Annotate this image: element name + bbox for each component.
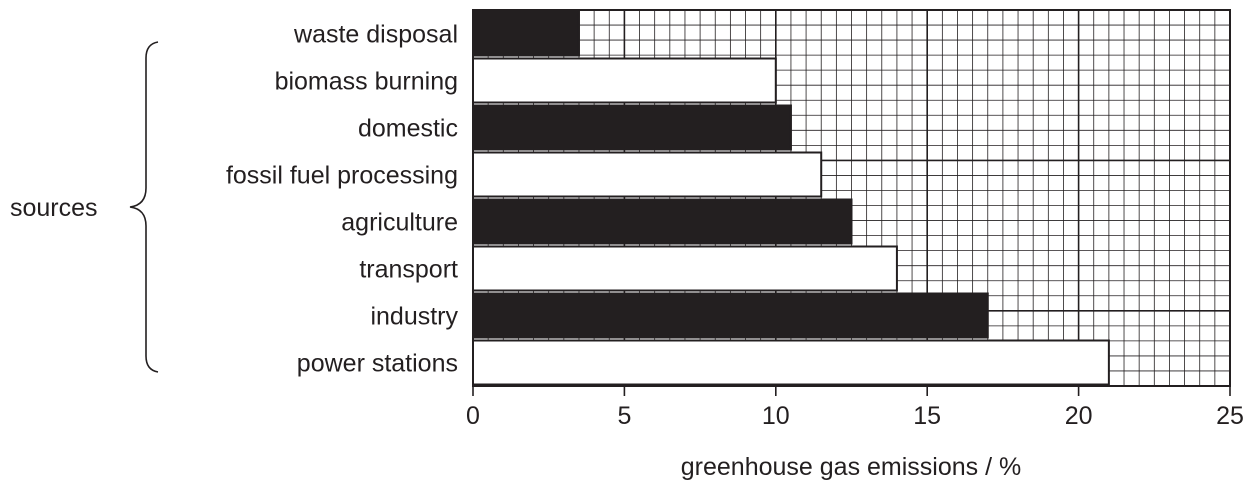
x-axis-ticks: 0 5 10 15 20 25: [466, 386, 1244, 430]
category-label: fossil fuel processing: [226, 162, 458, 190]
x-tick-label: 5: [617, 402, 631, 430]
bar: [472, 292, 989, 339]
bar: [472, 57, 777, 104]
x-tick-label: 10: [762, 402, 790, 430]
x-tick-label: 20: [1065, 402, 1093, 430]
category-label: agriculture: [341, 209, 458, 237]
plot-frame: [472, 9, 1231, 387]
x-axis-title: greenhouse gas emissions / %: [681, 453, 1021, 481]
category-label: biomass burning: [275, 68, 458, 96]
category-label: power stations: [297, 350, 458, 378]
bar: [472, 151, 823, 198]
category-label: domestic: [358, 115, 458, 143]
category-label: industry: [370, 303, 458, 331]
bar: [472, 10, 580, 57]
bar: [472, 104, 792, 151]
bar: [472, 245, 898, 292]
bar: [472, 339, 1110, 386]
x-tick-label: 0: [466, 402, 480, 430]
category-labels: waste disposal biomass burning domestic fos…: [226, 21, 459, 378]
category-label: waste disposal: [293, 21, 458, 49]
sources-brace: [129, 41, 159, 373]
x-tick-label: 15: [913, 402, 941, 430]
bars: [472, 10, 1110, 386]
bar: [472, 198, 853, 245]
category-label: transport: [359, 256, 458, 284]
x-tick-label: 25: [1216, 402, 1244, 430]
y-axis-title: sources: [10, 194, 98, 222]
